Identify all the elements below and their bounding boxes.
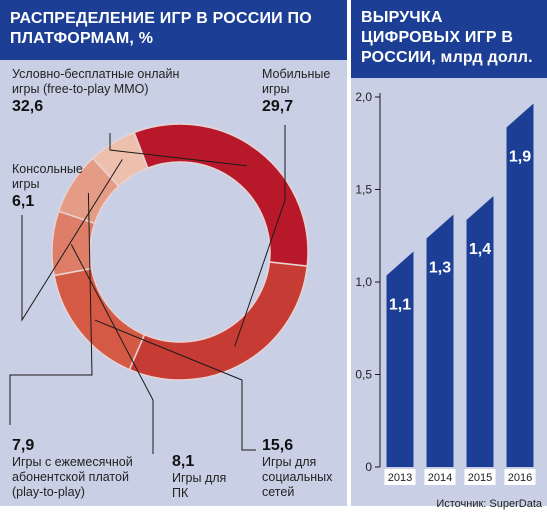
slice-value-pc: 8,1 [172, 453, 195, 470]
bar-2016 [506, 103, 534, 467]
slice-value-mobile: 29,7 [262, 98, 294, 115]
bar-y-tick-label: 1,0 [355, 275, 372, 289]
bar-2014 [426, 214, 454, 467]
bar-category-box [384, 469, 416, 485]
leader-line-subscription [9, 192, 93, 425]
right-chart-title: ВЫРУЧКА ЦИФРОВЫХ ИГР В РОССИИ, млрд долл… [361, 8, 541, 68]
leader-line-console [21, 159, 123, 322]
bar-y-tick-label: 1,5 [355, 183, 372, 197]
donut-slice-social [53, 267, 146, 371]
slice-label-mobile-text: Мобильные игры [262, 67, 331, 96]
bar-y-tick-label: 2,0 [355, 90, 372, 104]
right-chart-title-text: ВЫРУЧКА ЦИФРОВЫХ ИГР В РОССИИ, [361, 9, 514, 66]
bar-value-label: 1,1 [389, 297, 411, 314]
left-chart-title: РАСПРЕДЕЛЕНИЕ ИГР В РОССИИ ПО ПЛАТФОРМАМ… [10, 10, 312, 47]
slice-label-free-to-play: Условно-бесплатные онлайн игры (free-to-… [12, 67, 182, 116]
left-chart-header [0, 0, 347, 60]
bar-y-tick-label: 0,5 [355, 368, 372, 382]
slice-label-free-to-play-text: Условно-бесплатные онлайн игры (free-to-… [12, 67, 180, 96]
bar-y-tick-label: 0 [365, 460, 372, 474]
bar-2015 [466, 196, 494, 467]
slice-label-social-text: Игры для социальных сетей [262, 455, 333, 499]
slice-value-subscription: 7,9 [12, 437, 35, 454]
bar-2013 [386, 251, 414, 467]
bar-category-box [424, 469, 456, 485]
bar-value-label: 1,9 [509, 149, 531, 166]
leader-line-pc [70, 244, 154, 454]
donut-slice-mobile [128, 261, 309, 381]
leader-line-free-to-play [109, 133, 247, 167]
bar-category-label: 2013 [388, 472, 412, 484]
slice-label-console: Консольные игры 6,1 [12, 162, 92, 211]
slice-label-pc: 8,1 Игры для ПК [172, 452, 242, 501]
bar-category-label: 2014 [428, 472, 452, 484]
bar-category-label: 2016 [508, 472, 532, 484]
slice-label-console-text: Консольные игры [12, 162, 83, 191]
slice-label-subscription: 7,9 Игры с ежемесячной абонентской плато… [12, 436, 152, 500]
slice-label-social: 15,6 Игры для социальных сетей [262, 436, 342, 500]
right-chart-title-unit: млрд долл. [440, 49, 533, 66]
bar-category-box [464, 469, 496, 485]
right-chart-header [351, 0, 547, 78]
bar-category-box [504, 469, 536, 485]
bar-category-label: 2015 [468, 472, 492, 484]
slice-label-pc-text: Игры для ПК [172, 471, 227, 500]
slice-label-subscription-text: Игры с ежемесячной абонентской платой (p… [12, 455, 133, 499]
bar-value-label: 1,4 [469, 241, 491, 258]
slice-value-console: 6,1 [12, 193, 35, 210]
leader-line-mobile [234, 125, 286, 347]
slice-value-social: 15,6 [262, 437, 294, 454]
slice-label-mobile: Мобильные игры 29,7 [262, 67, 342, 116]
source-note: Источник: SuperData [436, 498, 542, 510]
donut-slice-free-to-play [133, 123, 309, 268]
slice-value-free-to-play: 32,6 [12, 98, 44, 115]
leader-line-social [94, 319, 256, 451]
donut-slice-console [91, 131, 149, 188]
bar-value-label: 1,3 [429, 260, 451, 277]
